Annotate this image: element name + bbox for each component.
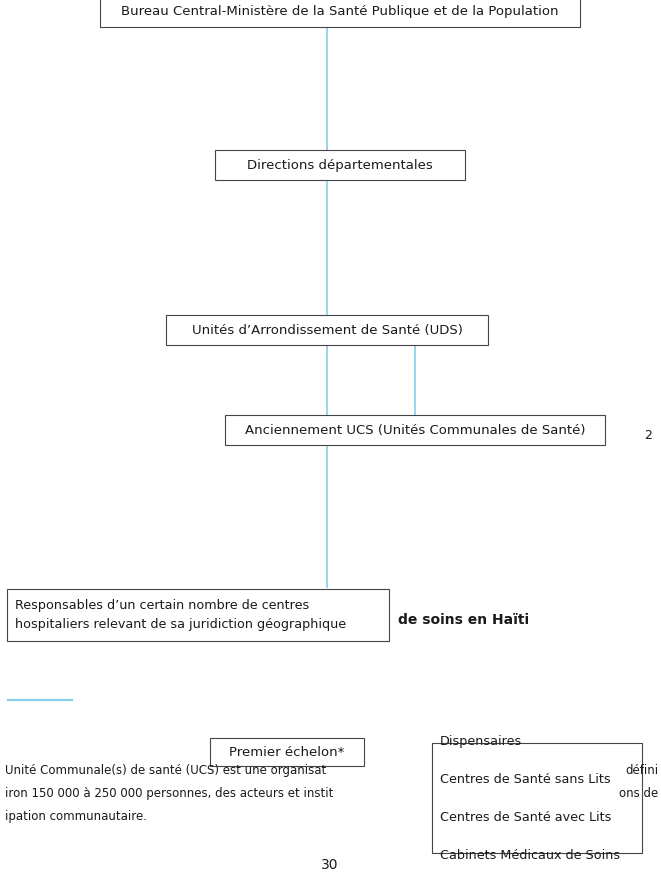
Text: défini: défini [625, 764, 658, 776]
FancyBboxPatch shape [100, 0, 580, 27]
Text: Dispensaires

Centres de Santé sans Lits

Centres de Santé avec Lits

Cabinets M: Dispensaires Centres de Santé sans Lits … [440, 734, 620, 861]
FancyBboxPatch shape [215, 150, 465, 180]
Text: ipation communautaire.: ipation communautaire. [5, 810, 147, 822]
Text: Unités d’Arrondissement de Santé (UDS): Unités d’Arrondissement de Santé (UDS) [192, 323, 463, 337]
Text: Premier échelon*: Premier échelon* [229, 746, 344, 758]
Text: de soins en Haïti: de soins en Haïti [398, 613, 529, 627]
Text: Bureau Central-Ministère de la Santé Publique et de la Population: Bureau Central-Ministère de la Santé Pub… [121, 5, 559, 19]
Text: Anciennement UCS (Unités Communales de Santé): Anciennement UCS (Unités Communales de S… [245, 424, 585, 437]
Text: Responsables d’un certain nombre de centres
hospitaliers relevant de sa juridict: Responsables d’un certain nombre de cent… [15, 599, 346, 631]
Text: ons de: ons de [619, 787, 658, 799]
Text: 2: 2 [644, 429, 652, 441]
Text: Unité Communale(s) de santé (UCS) est une organisat: Unité Communale(s) de santé (UCS) est un… [5, 764, 327, 776]
FancyBboxPatch shape [432, 743, 642, 853]
FancyBboxPatch shape [166, 315, 488, 345]
Text: 30: 30 [321, 858, 338, 872]
Text: iron 150 000 à 250 000 personnes, des acteurs et instit: iron 150 000 à 250 000 personnes, des ac… [5, 787, 333, 799]
Text: Directions départementales: Directions départementales [247, 158, 433, 171]
FancyBboxPatch shape [225, 415, 605, 445]
FancyBboxPatch shape [7, 589, 389, 641]
FancyBboxPatch shape [210, 738, 364, 766]
